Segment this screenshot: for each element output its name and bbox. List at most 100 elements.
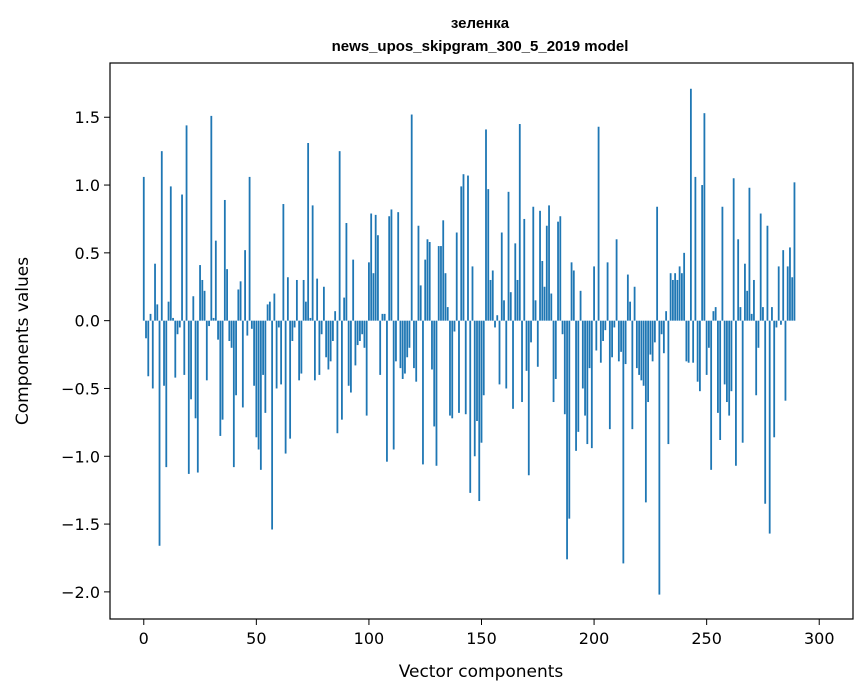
bar: [284, 320, 287, 454]
bar: [316, 278, 319, 321]
bar: [721, 206, 724, 321]
bar: [606, 262, 609, 321]
bar: [552, 320, 555, 403]
bar: [217, 320, 219, 340]
bar: [485, 129, 487, 321]
bar: [599, 320, 602, 363]
bar: [435, 320, 438, 466]
bar: [226, 269, 228, 321]
bar: [635, 320, 638, 369]
bar: [221, 320, 224, 420]
bar: [746, 290, 749, 321]
bar: [678, 266, 681, 321]
bar: [354, 320, 357, 366]
bar: [687, 320, 690, 363]
bar: [449, 320, 451, 416]
bar: [408, 320, 411, 348]
bar: [617, 320, 620, 362]
bar: [419, 285, 422, 321]
bar: [277, 320, 280, 328]
bar: [444, 273, 447, 321]
bar: [165, 320, 168, 468]
bar: [223, 199, 226, 321]
bar: [363, 320, 366, 348]
bar: [372, 273, 375, 321]
bar: [753, 279, 755, 321]
bar: [338, 151, 341, 321]
bar: [259, 320, 262, 470]
bar: [142, 176, 145, 321]
bar: [696, 320, 699, 382]
bar: [771, 307, 773, 321]
bar: [692, 320, 695, 363]
bar: [241, 320, 244, 408]
bar: [683, 252, 686, 321]
bar: [689, 88, 692, 321]
bar: [334, 311, 337, 321]
bar: [505, 320, 508, 389]
bar: [158, 320, 161, 546]
bar: [638, 320, 641, 375]
bar: [500, 232, 503, 321]
bar: [446, 307, 449, 321]
bar: [451, 320, 454, 419]
bar: [780, 320, 782, 325]
bar: [651, 320, 654, 362]
bar: [428, 242, 431, 321]
bar: [235, 320, 237, 396]
bar: [332, 320, 334, 341]
bar: [388, 216, 391, 321]
bar: [514, 243, 517, 321]
bar: [566, 320, 568, 560]
bar: [719, 320, 722, 440]
bar: [264, 320, 267, 413]
y-tick-label: 1.0: [75, 176, 100, 195]
y-tick-label: 0.0: [75, 312, 100, 331]
bar: [597, 126, 600, 321]
bar: [246, 320, 249, 336]
bar: [199, 265, 201, 321]
bar: [568, 320, 571, 519]
bar: [440, 246, 442, 321]
bar: [759, 213, 762, 321]
bar: [178, 320, 181, 328]
bar: [163, 320, 165, 386]
bar: [273, 293, 276, 321]
bar: [744, 263, 746, 321]
bar: [194, 320, 197, 419]
bar: [453, 320, 456, 332]
bar: [575, 320, 577, 451]
bar: [784, 320, 787, 401]
y-tick-label: 0.5: [75, 244, 100, 263]
bar: [469, 320, 472, 493]
bar: [147, 320, 150, 377]
bar: [352, 259, 355, 321]
bar: [185, 125, 188, 321]
bar: [498, 320, 501, 385]
bar: [723, 320, 726, 385]
bar: [557, 221, 559, 321]
bar: [545, 225, 548, 321]
bar: [181, 194, 183, 321]
bar: [748, 187, 751, 321]
bar: [257, 320, 260, 450]
bar: [232, 320, 235, 468]
bar: [671, 279, 674, 321]
bar: [705, 320, 708, 375]
bar: [543, 286, 546, 321]
bar: [660, 320, 663, 335]
bar: [145, 320, 147, 339]
bar: [775, 320, 778, 328]
bar: [703, 113, 706, 321]
bar: [757, 320, 760, 348]
bar: [239, 281, 242, 321]
bar: [151, 320, 154, 389]
bar: [793, 182, 796, 321]
bar: [712, 311, 715, 321]
bar: [633, 286, 636, 321]
bar: [203, 290, 206, 321]
bar: [701, 185, 704, 321]
bar: [496, 315, 499, 321]
bar: [608, 320, 611, 430]
